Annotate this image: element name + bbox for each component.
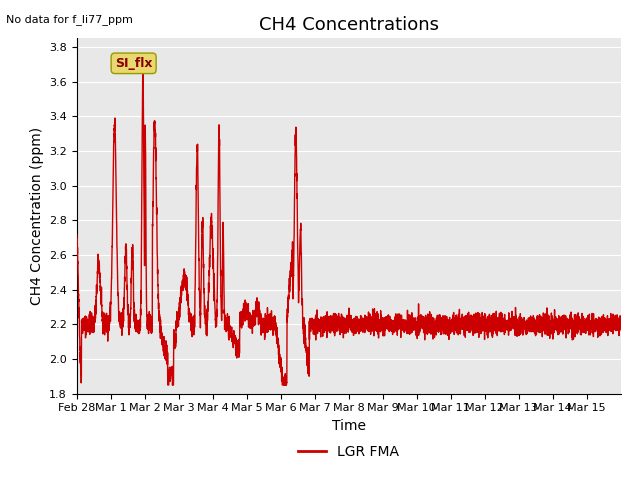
Y-axis label: CH4 Concentration (ppm): CH4 Concentration (ppm) xyxy=(29,127,44,305)
Title: CH4 Concentrations: CH4 Concentrations xyxy=(259,16,439,34)
Text: No data for f_li77_ppm: No data for f_li77_ppm xyxy=(6,14,133,25)
Legend: LGR FMA: LGR FMA xyxy=(293,440,405,465)
Text: SI_flx: SI_flx xyxy=(115,57,152,70)
X-axis label: Time: Time xyxy=(332,419,366,433)
